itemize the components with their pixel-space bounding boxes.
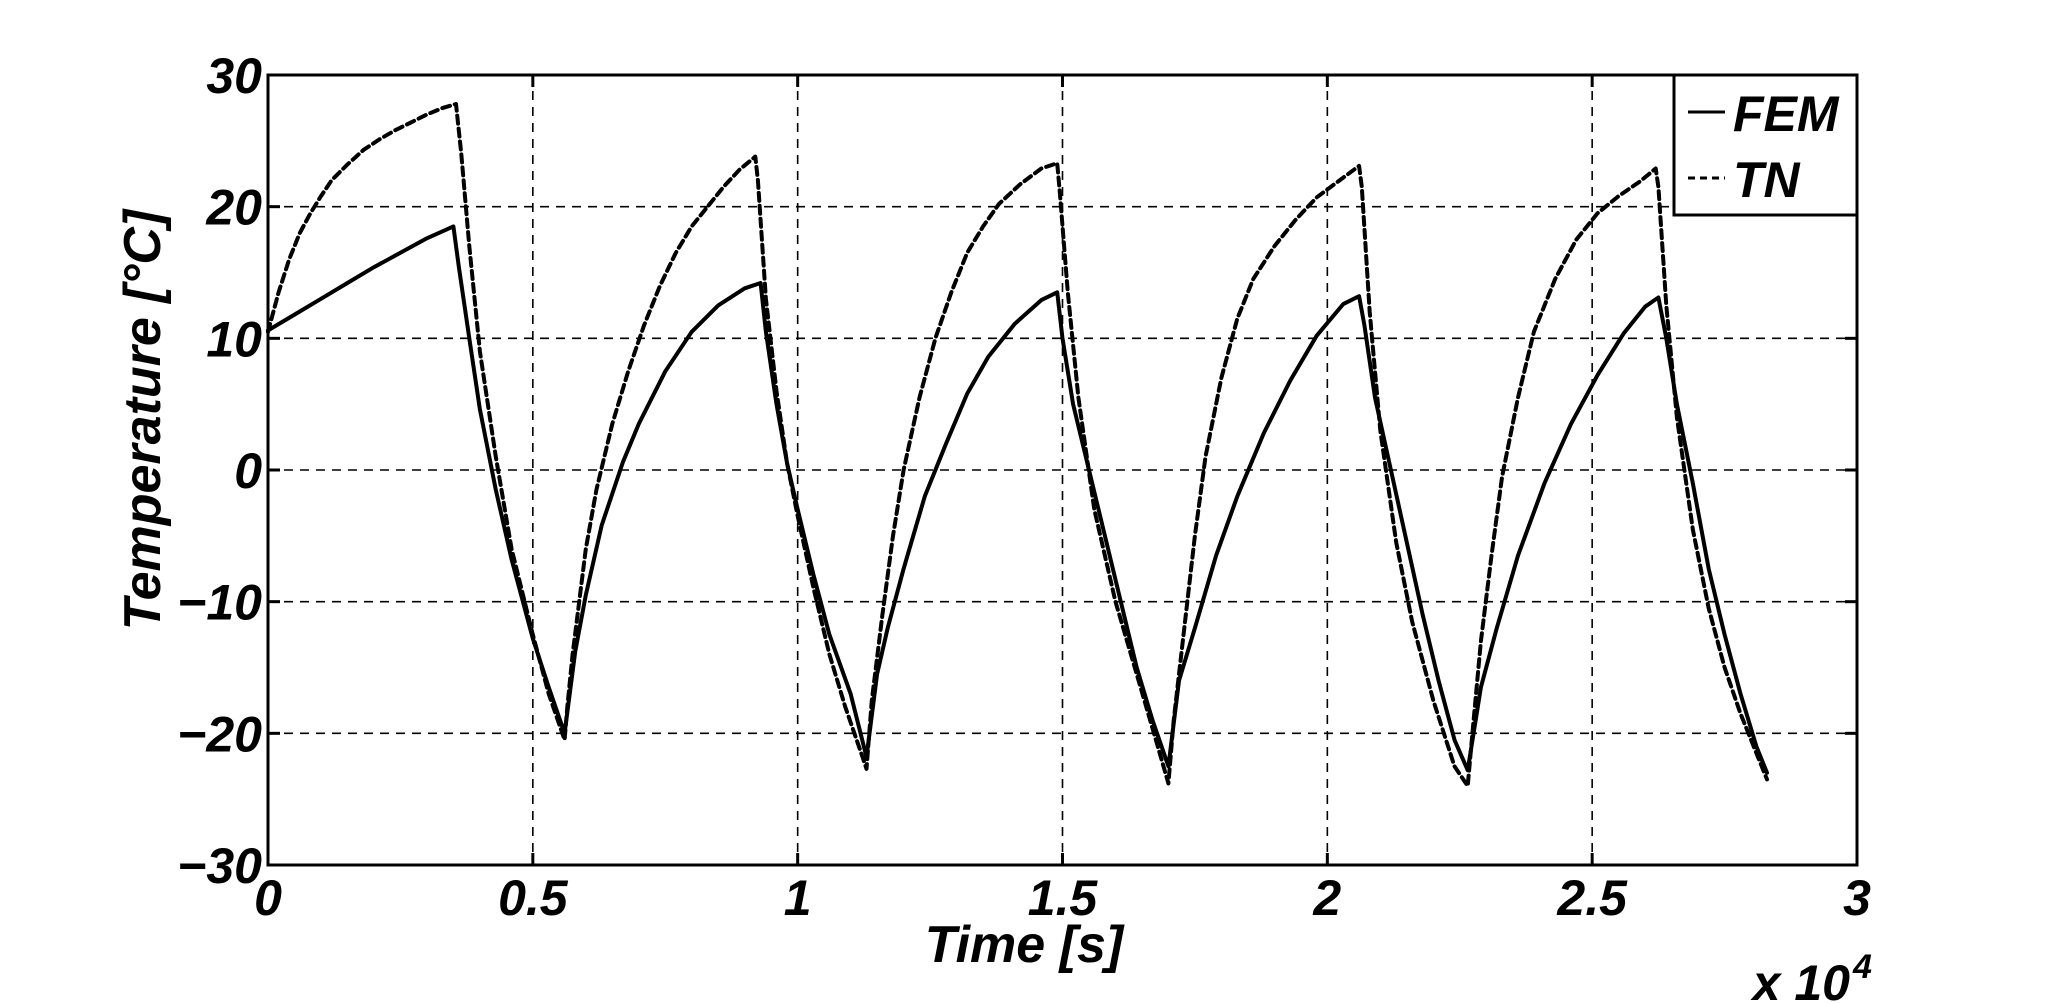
legend-box xyxy=(1672,73,1859,217)
y-tick-label: 20 xyxy=(205,180,262,236)
y-tick-label: −10 xyxy=(177,575,262,631)
series-fem-line xyxy=(266,224,1769,775)
y-tick-label: −20 xyxy=(177,706,262,762)
y-tick-labels: −30 −20 −10 0 10 20 30 xyxy=(177,48,262,894)
y-axis-label: Temperature [°C] xyxy=(114,208,172,630)
series-tn-line xyxy=(266,102,1769,788)
x-tick-label: 0 xyxy=(254,870,282,926)
legend-fem-label: FEM xyxy=(1733,86,1840,142)
x-tick-label: 0.5 xyxy=(498,870,569,926)
x-axis-multiplier: x 10 xyxy=(1750,955,1851,1003)
y-tick-label: 0 xyxy=(234,443,262,499)
y-tick-label: −30 xyxy=(177,838,262,894)
x-tick-labels: 0 0.5 1 1.5 2 2.5 3 xyxy=(254,870,1871,926)
x-axis-multiplier-exponent: 4 xyxy=(1852,948,1872,986)
x-axis-multiplier-text: x 10 xyxy=(1750,955,1851,1003)
x-tick-label: 2 xyxy=(1312,870,1341,926)
y-tick-label: 10 xyxy=(206,311,262,367)
axis-ticks xyxy=(266,73,1859,867)
grid-lines xyxy=(268,75,1857,865)
legend-tn-label: TN xyxy=(1733,152,1801,208)
x-tick-label: 3 xyxy=(1843,870,1871,926)
x-tick-label: 1 xyxy=(784,870,812,926)
series-lines xyxy=(266,102,1769,788)
y-tick-label: 30 xyxy=(206,48,262,104)
legend: FEM TN xyxy=(1672,73,1859,217)
x-tick-label: 1.5 xyxy=(1028,870,1099,926)
x-tick-label: 2.5 xyxy=(1556,870,1628,926)
x-axis-label: Time [s] xyxy=(925,916,1125,974)
